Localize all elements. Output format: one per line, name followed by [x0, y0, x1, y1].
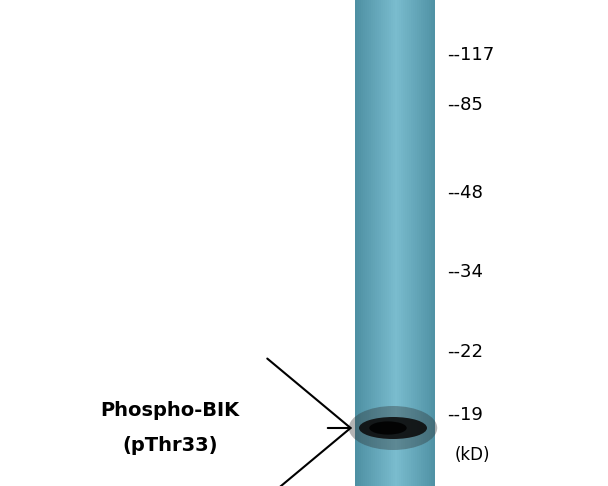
Bar: [365, 0, 367, 486]
Bar: [411, 0, 413, 486]
Bar: [421, 0, 423, 486]
Text: --48: --48: [447, 184, 483, 202]
Bar: [403, 0, 405, 486]
Bar: [423, 0, 425, 486]
Bar: [397, 0, 399, 486]
Ellipse shape: [349, 406, 437, 450]
Bar: [395, 0, 397, 486]
Text: --117: --117: [447, 46, 494, 64]
Text: --85: --85: [447, 96, 483, 114]
Bar: [425, 0, 427, 486]
Bar: [375, 0, 377, 486]
Text: (kD): (kD): [455, 446, 491, 464]
Bar: [389, 0, 391, 486]
Bar: [361, 0, 363, 486]
Bar: [367, 0, 369, 486]
Bar: [409, 0, 411, 486]
Bar: [371, 0, 373, 486]
Text: (pThr33): (pThr33): [122, 435, 218, 454]
Text: --22: --22: [447, 343, 483, 361]
Text: --34: --34: [447, 263, 483, 281]
Ellipse shape: [369, 421, 407, 434]
Text: --19: --19: [447, 406, 483, 424]
Bar: [379, 0, 381, 486]
Bar: [413, 0, 415, 486]
Bar: [417, 0, 419, 486]
Bar: [433, 0, 435, 486]
Bar: [385, 0, 387, 486]
Bar: [363, 0, 365, 486]
Bar: [431, 0, 433, 486]
Bar: [405, 0, 407, 486]
Bar: [407, 0, 409, 486]
Bar: [357, 0, 359, 486]
Bar: [399, 0, 401, 486]
Bar: [429, 0, 431, 486]
Bar: [393, 0, 395, 486]
Bar: [359, 0, 361, 486]
Bar: [419, 0, 421, 486]
Bar: [369, 0, 371, 486]
Bar: [391, 0, 393, 486]
Bar: [427, 0, 429, 486]
Ellipse shape: [359, 417, 427, 439]
Bar: [373, 0, 375, 486]
Bar: [377, 0, 379, 486]
Bar: [387, 0, 389, 486]
Text: Phospho-BIK: Phospho-BIK: [100, 400, 240, 419]
Bar: [381, 0, 383, 486]
Bar: [383, 0, 385, 486]
Bar: [401, 0, 403, 486]
Bar: [415, 0, 417, 486]
Bar: [355, 0, 357, 486]
